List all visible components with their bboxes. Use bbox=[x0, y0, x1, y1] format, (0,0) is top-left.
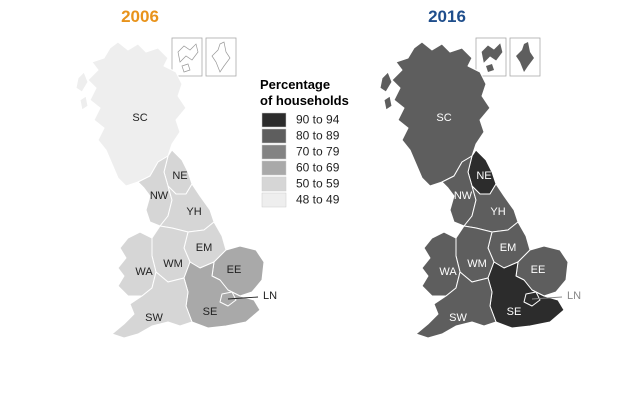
london-callout-line bbox=[227, 296, 259, 300]
island-inset-orkney bbox=[475, 37, 507, 77]
legend-title-line1: Percentage bbox=[260, 77, 330, 92]
legend-swatch bbox=[261, 112, 287, 128]
legend-label: 90 to 94 bbox=[296, 113, 340, 127]
london-callout-line bbox=[531, 296, 563, 300]
region-label-ee: EE bbox=[531, 264, 546, 276]
map-2006-regions bbox=[75, 41, 265, 339]
region-label-wa: WA bbox=[135, 266, 153, 278]
region-label-em: EM bbox=[500, 242, 517, 254]
island-shape bbox=[379, 71, 393, 93]
legend: Percentage of households 90 to 94 80 to 8… bbox=[260, 77, 349, 208]
legend-label: 80 to 89 bbox=[296, 129, 340, 143]
legend-swatch bbox=[261, 192, 287, 208]
legend-label: 60 to 69 bbox=[296, 161, 340, 175]
region-label-wm: WM bbox=[163, 258, 183, 270]
region-label-se: SE bbox=[507, 306, 522, 318]
region-label-sc: SC bbox=[436, 112, 451, 124]
region-label-ln: LN bbox=[263, 290, 277, 302]
region-label-sw: SW bbox=[145, 312, 163, 324]
map-2016-regions bbox=[379, 41, 569, 339]
island-shape bbox=[75, 71, 89, 93]
region-label-wm: WM bbox=[467, 258, 487, 270]
region-label-em: EM bbox=[196, 242, 213, 254]
island-shape bbox=[79, 95, 89, 111]
legend-swatch bbox=[261, 128, 287, 144]
legend-swatch bbox=[261, 176, 287, 192]
region-label-sw: SW bbox=[449, 312, 467, 324]
region-label-sc: SC bbox=[132, 112, 147, 124]
region-sw bbox=[415, 271, 497, 339]
map-year-2016: 2016 bbox=[428, 7, 466, 26]
island-shape bbox=[383, 95, 393, 111]
legend-swatch bbox=[261, 144, 287, 160]
legend-label: 48 to 49 bbox=[296, 193, 340, 207]
region-label-wa: WA bbox=[439, 266, 457, 278]
island-inset-shetland bbox=[205, 37, 237, 77]
map-year-2006: 2006 bbox=[121, 7, 159, 26]
region-label-yh: YH bbox=[490, 206, 505, 218]
region-wa bbox=[117, 231, 157, 297]
region-label-nw: NW bbox=[150, 190, 169, 202]
legend-label: 50 to 59 bbox=[296, 177, 340, 191]
region-label-ne: NE bbox=[476, 170, 491, 182]
region-label-ee: EE bbox=[227, 264, 242, 276]
region-label-ln: LN bbox=[567, 290, 581, 302]
region-label-ne: NE bbox=[172, 170, 187, 182]
region-sw bbox=[111, 271, 193, 339]
island-inset-orkney bbox=[171, 37, 203, 77]
region-label-yh: YH bbox=[186, 206, 201, 218]
legend-swatch bbox=[261, 160, 287, 176]
region-label-se: SE bbox=[203, 306, 218, 318]
region-label-nw: NW bbox=[454, 190, 473, 202]
legend-label: 70 to 79 bbox=[296, 145, 340, 159]
region-wa bbox=[421, 231, 461, 297]
island-inset-shetland bbox=[509, 37, 541, 77]
legend-title-line2: of households bbox=[260, 93, 349, 108]
